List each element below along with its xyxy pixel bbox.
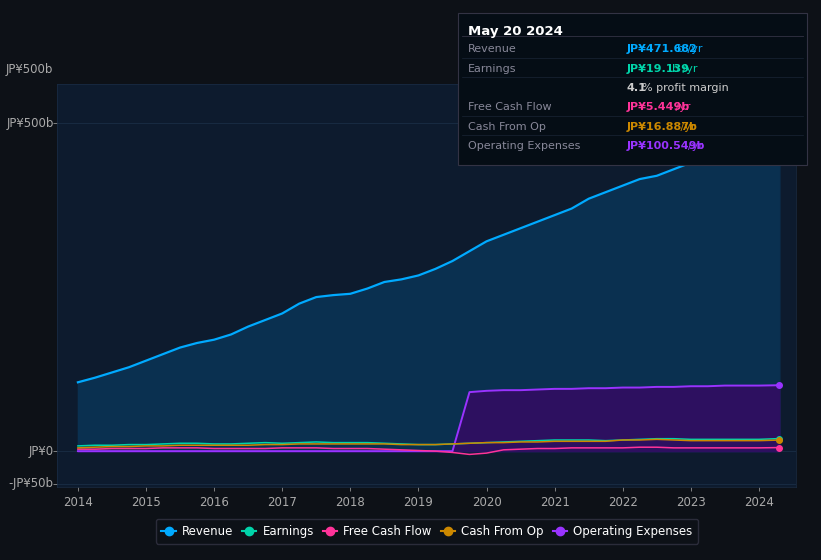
Legend: Revenue, Earnings, Free Cash Flow, Cash From Op, Operating Expenses: Revenue, Earnings, Free Cash Flow, Cash … xyxy=(155,519,699,544)
Text: JP¥19.139: JP¥19.139 xyxy=(626,64,690,74)
Text: May 20 2024: May 20 2024 xyxy=(468,25,563,38)
Text: b /yr: b /yr xyxy=(672,64,698,74)
Text: Revenue: Revenue xyxy=(468,44,516,54)
Text: JP¥100.549b: JP¥100.549b xyxy=(626,141,709,151)
Text: 4.1: 4.1 xyxy=(626,83,646,93)
Text: JP¥500b: JP¥500b xyxy=(7,117,54,130)
Text: Operating Expenses: Operating Expenses xyxy=(468,141,580,151)
Text: Cash From Op: Cash From Op xyxy=(468,122,546,132)
Text: Free Cash Flow: Free Cash Flow xyxy=(468,102,552,113)
Text: /yr: /yr xyxy=(677,122,696,132)
Text: /yr: /yr xyxy=(687,141,703,151)
Text: Earnings: Earnings xyxy=(468,64,516,74)
Text: JP¥16.887b: JP¥16.887b xyxy=(626,122,697,132)
Text: b /yr: b /yr xyxy=(677,44,703,54)
Text: JP¥0: JP¥0 xyxy=(29,445,54,458)
Text: /yr: /yr xyxy=(672,102,690,113)
Text: JP¥471.682: JP¥471.682 xyxy=(626,44,697,54)
Text: -JP¥50b: -JP¥50b xyxy=(9,478,54,491)
Text: JP¥5.449b: JP¥5.449b xyxy=(626,102,690,113)
Text: JP¥500b: JP¥500b xyxy=(6,63,53,76)
Text: % profit margin: % profit margin xyxy=(642,83,728,93)
